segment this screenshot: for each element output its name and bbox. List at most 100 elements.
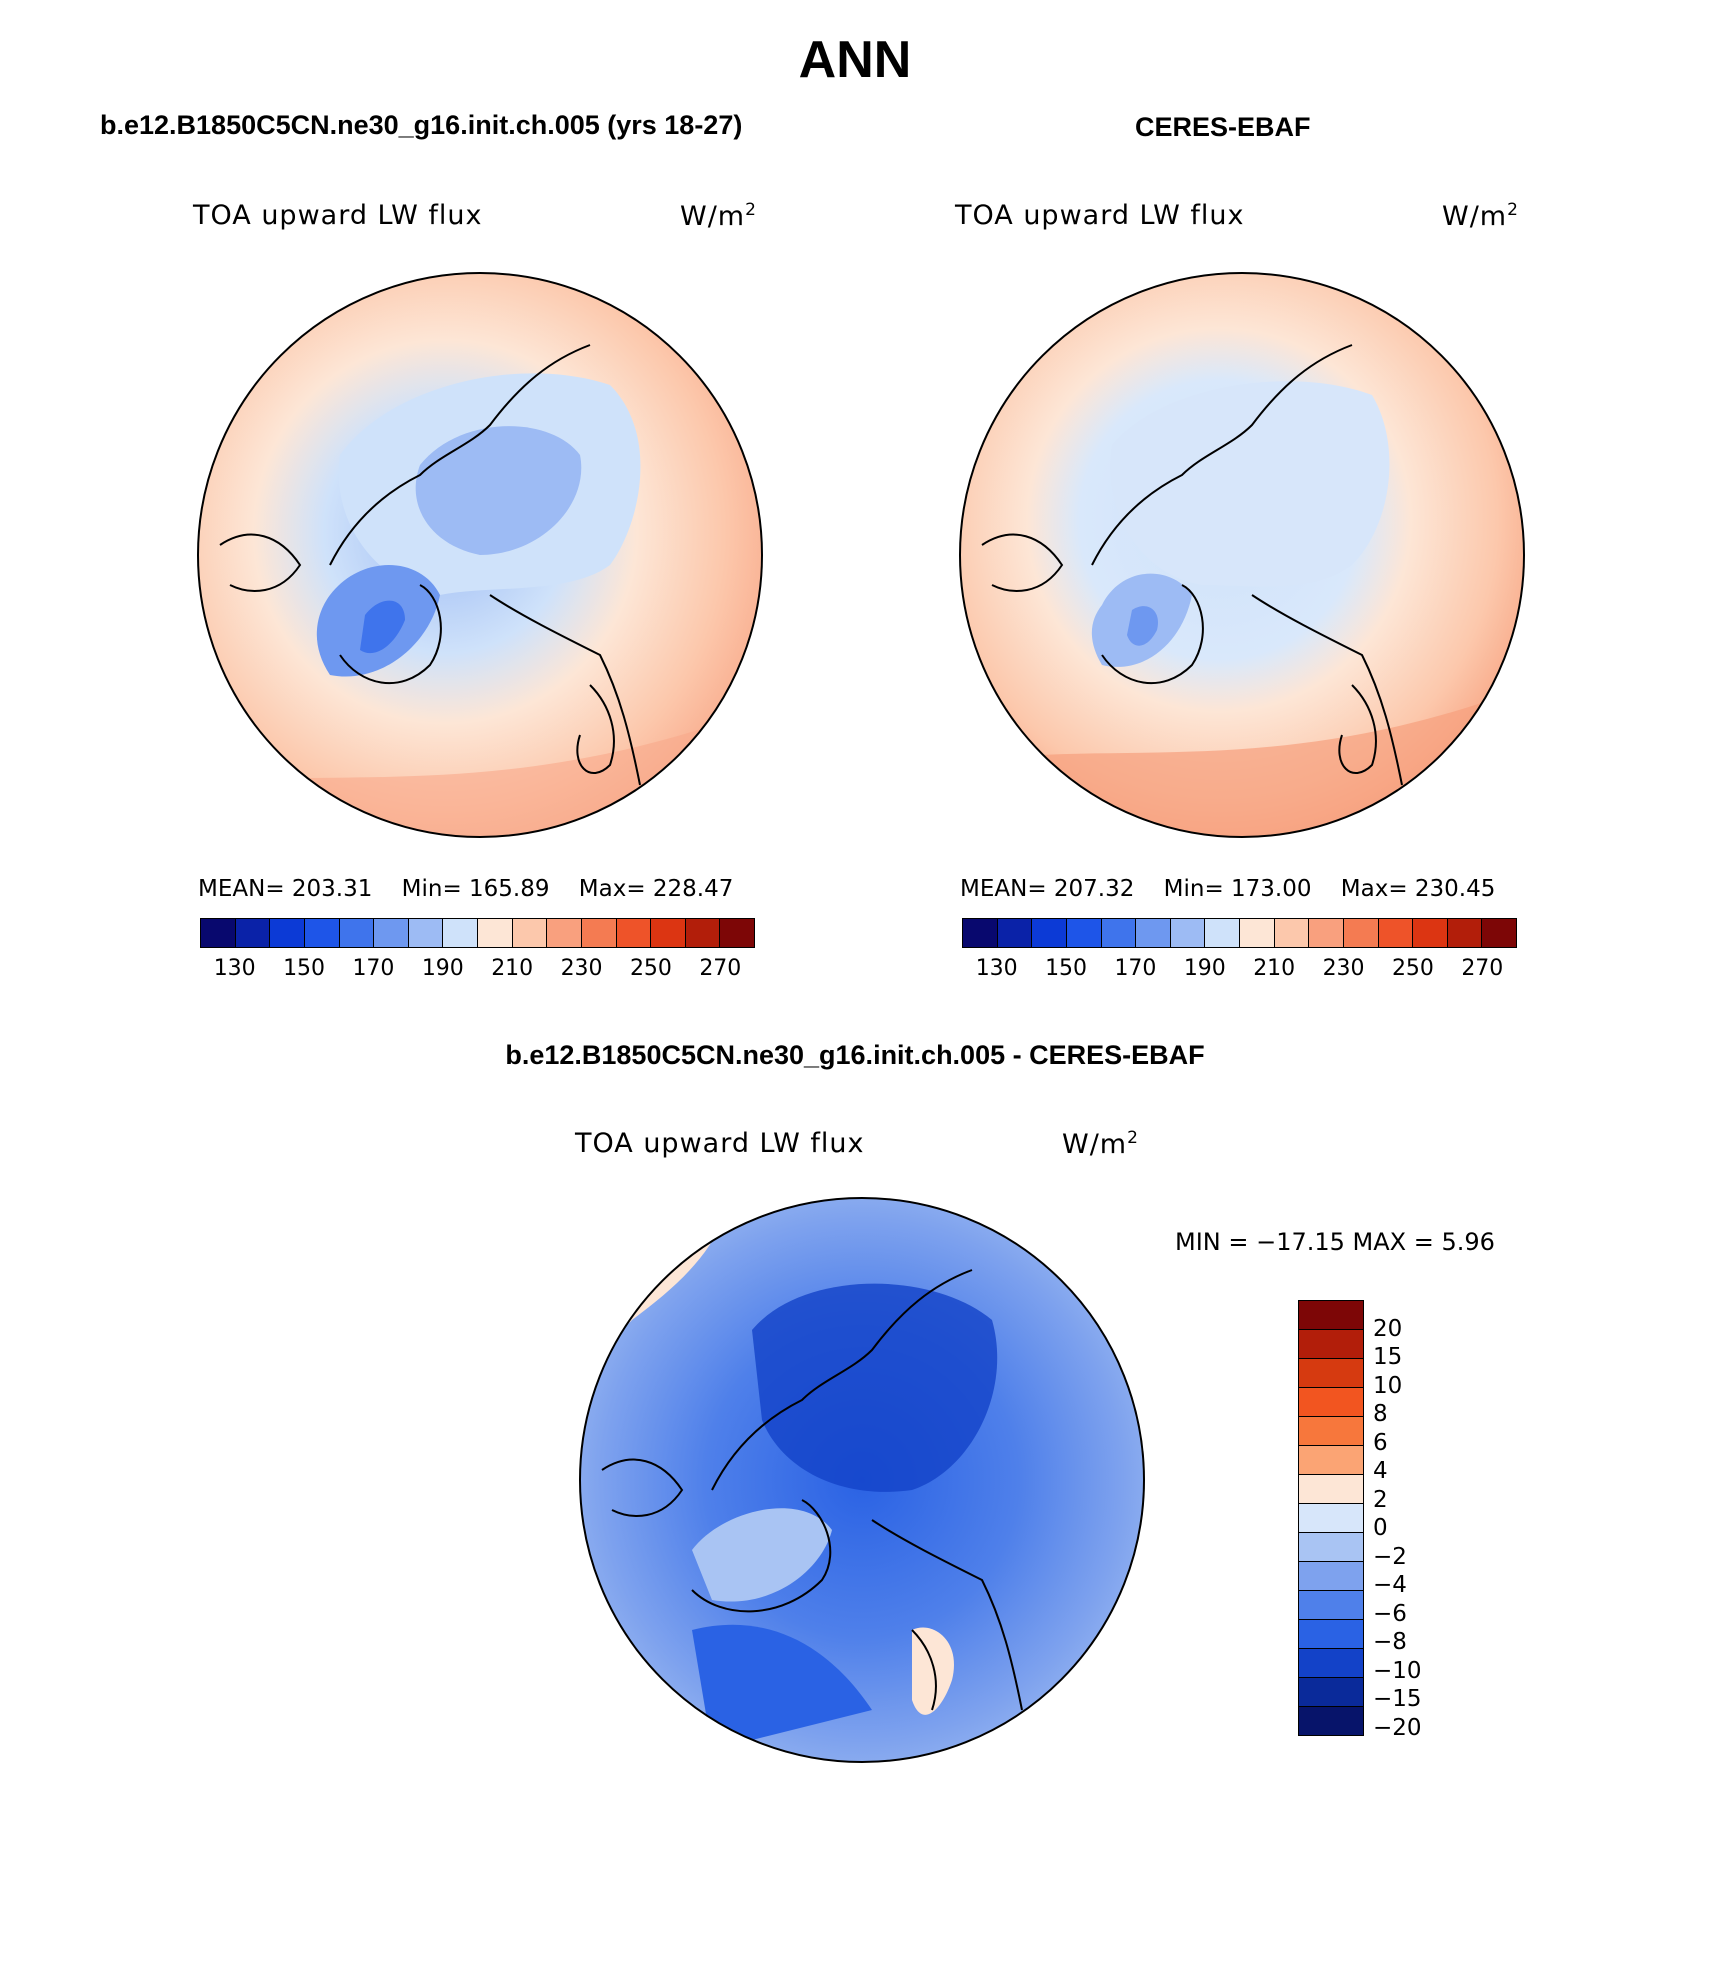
model-colorbar-swatch (478, 919, 513, 947)
diff-colorbar-tick: 20 (1373, 1315, 1403, 1342)
model-min: Min= 165.89 (401, 876, 550, 902)
obs-colorbar-swatch (1066, 919, 1102, 947)
obs-colorbar-swatch (1170, 919, 1206, 947)
model-variable-label: TOA upward LW flux (193, 200, 483, 231)
obs-polar-map (959, 272, 1525, 838)
model-coastlines (219, 344, 641, 786)
obs-colorbar-swatch (1378, 919, 1414, 947)
obs-colorbar-tick: 210 (1253, 956, 1296, 981)
diff-stats: MIN = −17.15 MAX = 5.96 (1175, 1228, 1495, 1256)
diff-colorbar-swatch (1299, 1678, 1363, 1707)
diff-colorbar-swatch (1299, 1446, 1363, 1475)
diff-colorbar-swatch (1299, 1359, 1363, 1388)
obs-stats: MEAN= 207.32 Min= 173.00 Max= 230.45 (960, 876, 1495, 902)
model-units-label: W/m2 (680, 200, 757, 232)
obs-colorbar-tick: 270 (1461, 956, 1504, 981)
obs-mean: MEAN= 207.32 (960, 876, 1135, 902)
obs-colorbar: 130 150 170 190 210 230 250 270 (962, 918, 1517, 986)
obs-colorbar-tick: 250 (1391, 956, 1434, 981)
obs-colorbar-swatch (1032, 919, 1067, 947)
diff-colorbar-tick: 4 (1373, 1458, 1388, 1484)
obs-greenland-core (1127, 606, 1158, 646)
model-panel-title: b.e12.B1850C5CN.ne30_g16.init.ch.005 (yr… (100, 110, 743, 140)
obs-colorbar-swatch (1205, 919, 1240, 947)
obs-colorbar-tick: 170 (1114, 956, 1157, 981)
obs-colorbar-swatch (1309, 919, 1344, 947)
diff-colorbar-swatch (1299, 1504, 1363, 1533)
diff-colorbar-swatch (1299, 1301, 1363, 1330)
diff-map-border (579, 1197, 1145, 1763)
diff-colorbar-tick: −20 (1373, 1714, 1422, 1741)
model-colorbar-tick: 210 (491, 956, 534, 981)
model-colorbar-tick: 270 (699, 956, 742, 981)
diff-colorbar-swatch (1299, 1562, 1363, 1591)
obs-colorbar-tick: 230 (1322, 956, 1365, 981)
model-greenland-core (360, 600, 405, 654)
diff-colorbar-swatch (1299, 1649, 1363, 1678)
model-colorbar-swatch (408, 919, 444, 947)
model-colorbar-swatch (512, 919, 548, 947)
obs-colorbar-swatch (1343, 919, 1379, 947)
model-colorbar-tick: 250 (629, 956, 672, 981)
model-colorbar-tick: 170 (352, 956, 395, 981)
model-polar-map (197, 272, 763, 838)
obs-colorbar-swatch (1101, 919, 1137, 947)
obs-colorbar-tick: 130 (975, 956, 1018, 981)
diff-arctic-negative (752, 1283, 998, 1492)
obs-variable-label: TOA upward LW flux (955, 200, 1245, 231)
diff-variable-label: TOA upward LW flux (575, 1128, 865, 1159)
model-colorbar-swatch (616, 919, 652, 947)
model-map-border (197, 272, 763, 838)
diff-colorbar-swatch (1299, 1707, 1363, 1735)
obs-colorbar-swatch (1136, 919, 1171, 947)
diff-colorbar-swatch (1299, 1620, 1363, 1649)
obs-panel-title: CERES-EBAF (1135, 112, 1311, 142)
model-colorbar-swatch (685, 919, 721, 947)
diff-colorbar-tick: −15 (1373, 1686, 1422, 1712)
model-stats: MEAN= 203.31 Min= 165.89 Max= 228.47 (198, 876, 733, 902)
diff-colorbar-tick: −8 (1373, 1629, 1407, 1655)
model-central-arctic-low (415, 426, 582, 555)
obs-colorbar-swatch (1240, 919, 1275, 947)
diff-colorbar-swatch (1299, 1533, 1363, 1562)
obs-max: Max= 230.45 (1340, 876, 1496, 902)
diff-colorbar-swatch (1299, 1475, 1363, 1504)
model-colorbar: 130 150 170 190 210 230 250 270 (200, 918, 755, 986)
diff-panel-title: b.e12.B1850C5CN.ne30_g16.init.ch.005 - C… (505, 1040, 1205, 1070)
model-colorbar-tick: 130 (213, 956, 256, 981)
diff-colorbar-tick: −4 (1373, 1572, 1407, 1598)
diff-colorbar-tick: 6 (1373, 1429, 1388, 1456)
model-colorbar-swatch (235, 919, 271, 947)
diff-colorbar-swatch (1299, 1330, 1363, 1359)
diff-colorbar-tick: 0 (1373, 1515, 1388, 1541)
diff-colorbar-tick: −2 (1373, 1543, 1407, 1570)
model-colorbar-swatch (651, 919, 686, 947)
model-max: Max= 228.47 (578, 876, 734, 902)
model-colorbar-swatch (201, 919, 236, 947)
model-colorbar-swatch (581, 919, 617, 947)
model-colorbar-swatch (339, 919, 375, 947)
diff-units-label: W/m2 (1062, 1128, 1139, 1160)
diff-polar-map (579, 1197, 1145, 1763)
obs-arctic-region (1110, 381, 1390, 587)
model-colorbar-swatch (443, 919, 478, 947)
obs-colorbar-swatch (1413, 919, 1448, 947)
obs-colorbar-swatch (1274, 919, 1310, 947)
model-colorbar-swatch (304, 919, 340, 947)
obs-colorbar-swatch (1482, 919, 1516, 947)
model-mean: MEAN= 203.31 (198, 876, 373, 902)
model-colorbar-tick: 150 (283, 956, 326, 981)
obs-colorbar-tick: 190 (1183, 956, 1226, 981)
diff-colorbar-swatch (1299, 1591, 1363, 1620)
obs-colorbar-tick: 150 (1045, 956, 1088, 981)
diff-colorbar-swatch (1299, 1388, 1363, 1417)
obs-colorbar-swatch (1447, 919, 1483, 947)
diff-atlantic-negative (692, 1624, 872, 1750)
obs-units-label: W/m2 (1442, 200, 1519, 232)
diff-colorbar-tick: 15 (1373, 1344, 1403, 1370)
main-title: ANN (798, 31, 912, 89)
diff-colorbar-tick: 2 (1373, 1486, 1388, 1513)
obs-colorbar-swatch (997, 919, 1033, 947)
diff-colorbar-tick: −10 (1373, 1657, 1422, 1684)
diff-colorbar-swatch (1299, 1417, 1363, 1446)
